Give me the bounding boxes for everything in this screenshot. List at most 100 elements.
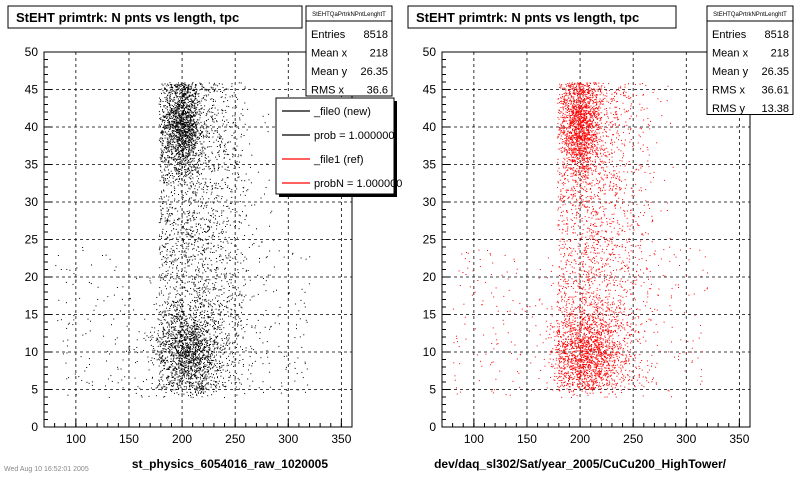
scatter-point — [163, 386, 165, 388]
scatter-point — [170, 157, 172, 159]
scatter-point — [188, 381, 190, 383]
scatter-point — [192, 363, 194, 365]
scatter-point — [225, 231, 227, 233]
scatter-point — [192, 132, 194, 134]
scatter-point — [221, 294, 223, 295]
scatter-point — [178, 217, 180, 219]
scatter-point — [183, 83, 185, 85]
scatter-point — [189, 105, 191, 107]
scatter-point — [234, 309, 236, 311]
scatter-point — [213, 132, 215, 134]
scatter-point — [191, 281, 193, 283]
scatter-point — [192, 355, 194, 357]
scatter-point — [157, 341, 159, 343]
scatter-point — [190, 175, 192, 177]
scatter-point — [203, 365, 205, 367]
scatter-point — [195, 269, 197, 271]
scatter-point — [172, 346, 173, 348]
scatter-point — [190, 140, 192, 142]
scatter-point — [163, 116, 165, 118]
scatter-point — [204, 147, 206, 149]
scatter-point — [184, 184, 186, 186]
scatter-point — [224, 237, 226, 239]
scatter-point — [233, 137, 235, 139]
scatter-point — [176, 169, 178, 171]
scatter-point — [188, 259, 190, 261]
scatter-point — [196, 107, 198, 109]
scatter-point — [258, 387, 260, 389]
scatter-point — [161, 251, 163, 253]
scatter-point — [258, 245, 260, 247]
scatter-point — [192, 116, 193, 118]
scatter-point — [170, 185, 172, 187]
scatter-point — [165, 271, 167, 272]
scatter-point — [196, 172, 198, 173]
scatter-point — [186, 322, 188, 324]
scatter-point — [196, 89, 198, 91]
scatter-point — [156, 353, 158, 355]
scatter-point — [200, 108, 202, 110]
scatter-point — [210, 226, 212, 228]
scatter-point — [183, 109, 185, 111]
scatter-point — [173, 376, 175, 378]
scatter-point — [201, 258, 203, 260]
scatter-point — [162, 316, 164, 318]
scatter-point — [228, 283, 229, 285]
scatter-point — [185, 254, 187, 256]
scatter-point — [186, 155, 188, 157]
scatter-point — [196, 365, 198, 367]
scatter-point — [171, 130, 173, 132]
scatter-point — [179, 320, 180, 322]
scatter-point — [201, 132, 203, 134]
scatter-point — [198, 212, 200, 214]
scatter-point — [187, 92, 189, 94]
scatter-point — [198, 347, 199, 349]
scatter-point — [227, 257, 229, 259]
scatter-point — [243, 135, 245, 136]
scatter-point — [179, 319, 181, 321]
scatter-point — [211, 353, 213, 355]
scatter-point — [174, 127, 176, 129]
scatter-point — [202, 299, 204, 301]
scatter-point — [185, 85, 187, 87]
scatter-point — [176, 89, 178, 91]
scatter-point — [184, 362, 186, 364]
scatter-point — [177, 318, 179, 320]
scatter-point — [219, 326, 221, 328]
scatter-point — [177, 130, 179, 131]
scatter-point — [203, 305, 205, 306]
scatter-point — [220, 96, 222, 98]
scatter-point — [159, 384, 161, 386]
scatter-point — [217, 383, 219, 385]
scatter-point — [191, 115, 193, 117]
scatter-point — [227, 141, 229, 143]
scatter-point — [177, 357, 179, 359]
scatter-point — [159, 383, 160, 385]
scatter-point — [215, 282, 217, 283]
scatter-point — [160, 196, 162, 197]
scatter-point — [204, 364, 206, 366]
scatter-point — [207, 130, 209, 132]
scatter-point — [184, 130, 186, 132]
scatter-point — [196, 112, 198, 114]
scatter-point — [208, 126, 210, 128]
scatter-point — [223, 151, 224, 153]
scatter-point — [252, 380, 254, 382]
scatter-point — [200, 383, 202, 385]
scatter-point — [182, 360, 184, 362]
scatter-point — [161, 361, 163, 363]
scatter-point — [168, 142, 170, 144]
scatter-point — [192, 396, 194, 398]
scatter-point — [164, 131, 166, 133]
scatter-point — [185, 97, 187, 99]
scatter-point — [227, 166, 229, 168]
scatter-point — [223, 287, 225, 289]
scatter-point — [206, 375, 208, 377]
scatter-point — [204, 89, 206, 91]
scatter-point — [184, 83, 186, 85]
scatter-point — [204, 280, 206, 281]
scatter-point — [183, 243, 185, 244]
scatter-point — [185, 142, 187, 144]
scatter-point — [186, 330, 188, 332]
scatter-point — [208, 352, 210, 354]
